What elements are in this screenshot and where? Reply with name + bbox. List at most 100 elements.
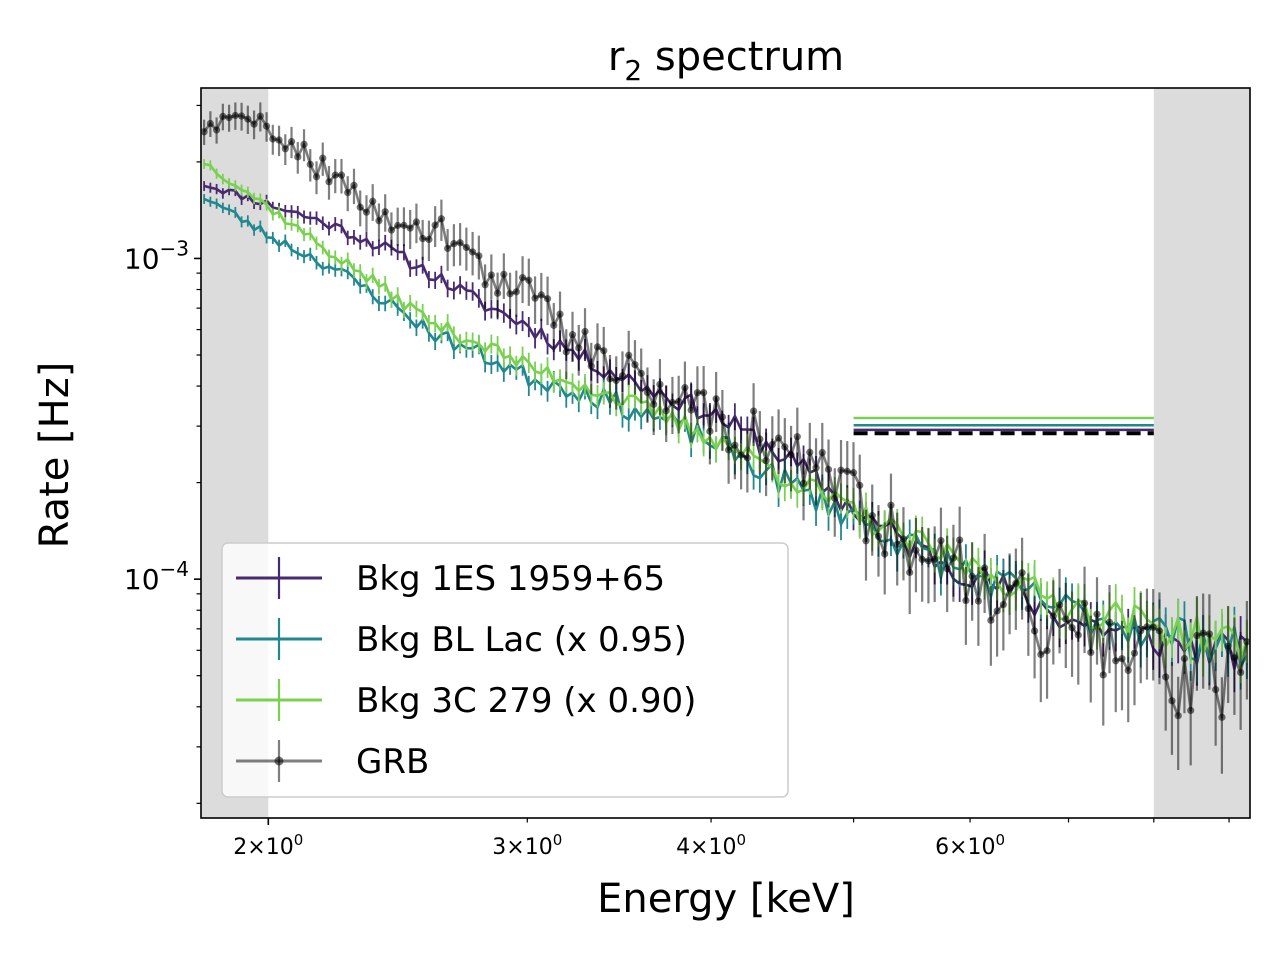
data-point — [668, 398, 677, 407]
data-point — [231, 111, 239, 120]
title-rest: spectrum — [642, 34, 844, 80]
data-point — [493, 289, 502, 297]
data-point — [206, 119, 214, 128]
data-point — [406, 224, 414, 232]
data-point — [956, 536, 964, 544]
data-point — [981, 564, 989, 572]
data-point — [812, 464, 820, 472]
data-point — [974, 597, 982, 605]
data-point — [500, 270, 508, 278]
data-point — [562, 348, 570, 356]
data-point — [893, 540, 901, 548]
data-point — [237, 112, 246, 120]
plot-frame — [200, 87, 1251, 819]
data-point — [1112, 657, 1120, 665]
data-point — [1205, 630, 1214, 638]
data-point — [818, 448, 826, 457]
data-point — [1018, 569, 1026, 577]
data-point — [287, 137, 296, 146]
data-point — [706, 427, 714, 435]
data-point — [593, 343, 602, 351]
legend-swatch-marker — [274, 756, 284, 766]
data-point — [787, 451, 795, 459]
data-point — [1199, 629, 1207, 637]
data-point — [618, 372, 627, 380]
data-point — [1080, 599, 1089, 607]
data-point — [656, 380, 664, 388]
legend: Bkg 1ES 1959+65 Bkg BL Lac (x 0.95) Bkg 3C… — [221, 542, 789, 798]
data-point — [1099, 671, 1107, 679]
data-point — [700, 388, 708, 397]
data-point — [362, 208, 371, 216]
data-point — [1124, 666, 1132, 674]
data-point — [1043, 647, 1051, 655]
data-point — [681, 383, 689, 392]
legend-entry: Bkg BL Lac (x 0.95) — [236, 618, 687, 660]
data-point — [993, 607, 1001, 615]
data-point — [650, 400, 658, 408]
data-point — [962, 596, 970, 605]
data-point — [306, 160, 314, 168]
y-tick-label: 10−3 — [124, 236, 189, 275]
data-point — [768, 440, 776, 449]
data-point — [693, 389, 702, 397]
data-point — [1062, 615, 1070, 623]
series-group — [201, 102, 1250, 774]
legend-entries: Bkg 1ES 1959+65 Bkg BL Lac (x 0.95) Bkg 3C… — [236, 557, 696, 782]
data-point — [1055, 601, 1064, 609]
data-point — [1155, 627, 1164, 635]
data-point — [487, 271, 495, 279]
data-point — [881, 550, 889, 558]
x-tick-label: 4×100 — [676, 831, 746, 860]
data-point — [600, 347, 608, 355]
data-point — [325, 178, 333, 186]
data-point — [400, 221, 408, 229]
data-point — [1068, 624, 1076, 632]
series-grb — [201, 102, 1250, 774]
data-point — [675, 397, 683, 406]
data-point — [743, 454, 751, 462]
data-point — [587, 362, 595, 370]
data-point — [437, 215, 445, 223]
data-point — [1193, 631, 1201, 640]
data-point — [425, 235, 433, 244]
data-point — [937, 536, 945, 545]
data-point — [1006, 584, 1014, 592]
data-point — [612, 376, 620, 385]
data-point — [556, 310, 564, 318]
legend-entry: Bkg 3C 279 (x 0.90) — [236, 679, 696, 721]
shaded-region — [1153, 88, 1250, 818]
data-point — [843, 467, 851, 475]
data-point — [462, 243, 470, 252]
data-point — [319, 154, 327, 162]
data-point — [337, 171, 346, 179]
data-point — [294, 153, 302, 161]
data-point — [444, 244, 452, 253]
data-point — [862, 537, 870, 545]
data-point — [756, 435, 764, 443]
data-point — [606, 375, 614, 383]
data-point — [749, 407, 758, 415]
data-point — [731, 441, 739, 449]
data-point — [856, 481, 864, 489]
data-point — [213, 126, 221, 134]
data-point — [918, 555, 926, 563]
data-point — [625, 351, 633, 359]
data-point — [1024, 605, 1032, 613]
data-point — [1168, 697, 1176, 705]
data-point — [737, 451, 745, 459]
data-point — [394, 221, 402, 230]
legend-label: Bkg 3C 279 (x 0.90) — [356, 681, 696, 721]
y-tick-label: 10−4 — [124, 557, 189, 596]
data-point — [712, 395, 720, 403]
data-point — [537, 291, 545, 299]
reference-lines — [853, 416, 1154, 436]
data-point — [1174, 712, 1182, 720]
data-point — [356, 203, 364, 211]
legend-box — [221, 542, 789, 798]
legend-label: Bkg BL Lac (x 0.95) — [356, 620, 687, 660]
data-point — [312, 173, 321, 181]
data-point — [1030, 627, 1039, 635]
legend-entry: Bkg 1ES 1959+65 — [236, 557, 665, 599]
x-axis-label: Energy [keV] — [597, 876, 855, 922]
